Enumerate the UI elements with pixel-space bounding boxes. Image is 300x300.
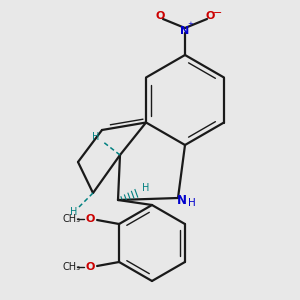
Text: O: O [205,11,215,21]
Text: −: − [213,8,223,18]
Text: O: O [85,214,95,224]
Text: +: + [187,21,193,27]
Text: CH₃: CH₃ [62,262,80,272]
Text: CH₃: CH₃ [62,214,80,224]
Text: H: H [142,183,150,193]
Text: H: H [70,207,78,217]
Text: H: H [188,198,196,208]
Text: N: N [177,194,187,206]
Text: N: N [180,26,190,36]
Text: O: O [155,11,165,21]
Text: O: O [85,262,95,272]
Text: H: H [92,132,100,142]
